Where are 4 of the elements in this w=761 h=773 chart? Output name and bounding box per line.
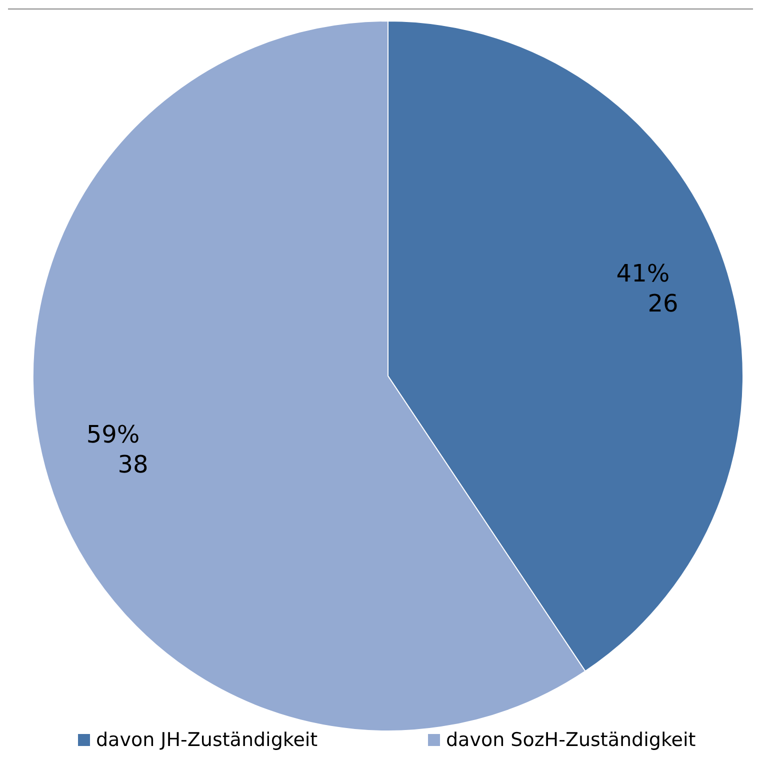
data-label: 59% 38 — [86, 420, 148, 478]
data-label: 41% 26 — [616, 260, 678, 318]
slice-label: davon SozH-Zuständigkeit — [446, 729, 696, 751]
legend-label: davon JH-Zuständigkeit — [96, 729, 318, 751]
